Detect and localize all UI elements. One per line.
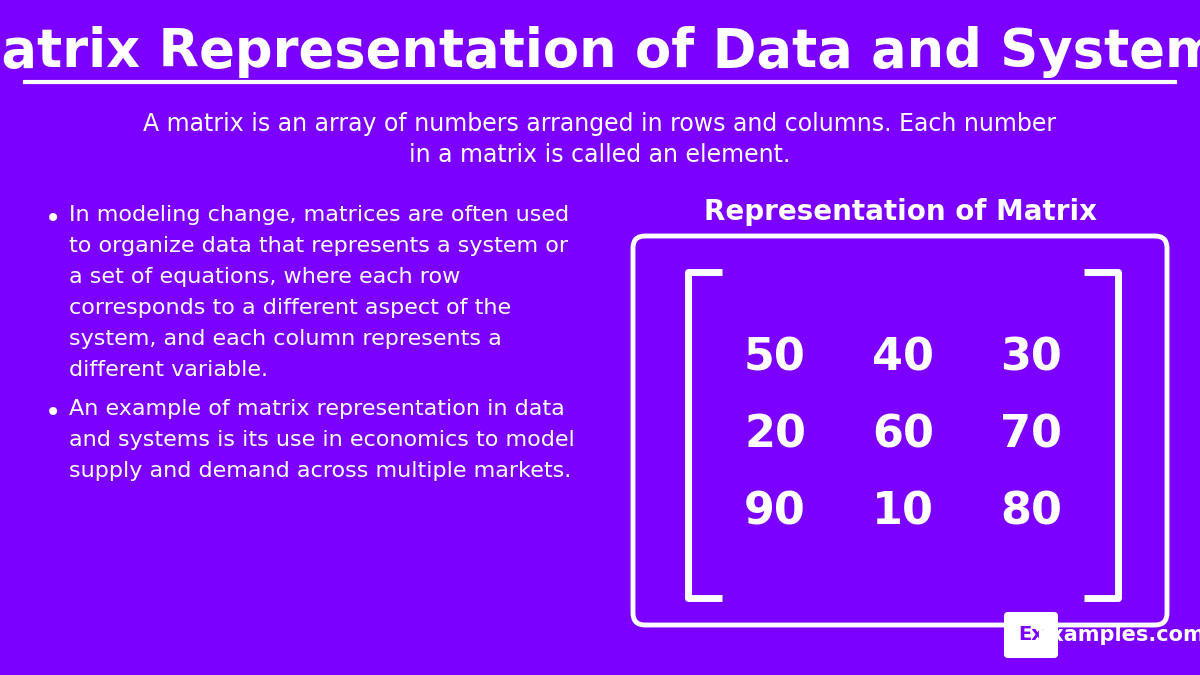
Text: system, and each column represents a: system, and each column represents a [70, 329, 502, 349]
Text: 70: 70 [1000, 414, 1062, 456]
Text: corresponds to a different aspect of the: corresponds to a different aspect of the [70, 298, 511, 318]
Text: 40: 40 [872, 337, 934, 379]
Text: in a matrix is called an element.: in a matrix is called an element. [409, 143, 791, 167]
Text: 80: 80 [1000, 491, 1062, 533]
Text: a set of equations, where each row: a set of equations, where each row [70, 267, 461, 287]
Text: In modeling change, matrices are often used: In modeling change, matrices are often u… [70, 205, 569, 225]
Text: 60: 60 [872, 414, 934, 456]
Text: different variable.: different variable. [70, 360, 268, 380]
Text: 10: 10 [872, 491, 934, 533]
Text: 50: 50 [744, 337, 806, 379]
Text: supply and demand across multiple markets.: supply and demand across multiple market… [70, 461, 571, 481]
Text: 20: 20 [744, 414, 806, 456]
Text: Ex: Ex [1018, 626, 1044, 645]
FancyBboxPatch shape [634, 236, 1166, 625]
Text: 90: 90 [744, 491, 806, 533]
Text: to organize data that represents a system or: to organize data that represents a syste… [70, 236, 568, 256]
Text: An example of matrix representation in data: An example of matrix representation in d… [70, 399, 565, 419]
Text: and systems is its use in economics to model: and systems is its use in economics to m… [70, 430, 575, 450]
Text: A matrix is an array of numbers arranged in rows and columns. Each number: A matrix is an array of numbers arranged… [144, 112, 1056, 136]
Text: •: • [46, 399, 61, 427]
Text: Examples.com: Examples.com [1036, 625, 1200, 645]
Text: •: • [46, 205, 61, 233]
Text: Matrix Representation of Data and Systems: Matrix Representation of Data and System… [0, 26, 1200, 78]
FancyBboxPatch shape [1004, 612, 1058, 658]
Text: Representation of Matrix: Representation of Matrix [703, 198, 1097, 226]
Text: 30: 30 [1000, 337, 1062, 379]
